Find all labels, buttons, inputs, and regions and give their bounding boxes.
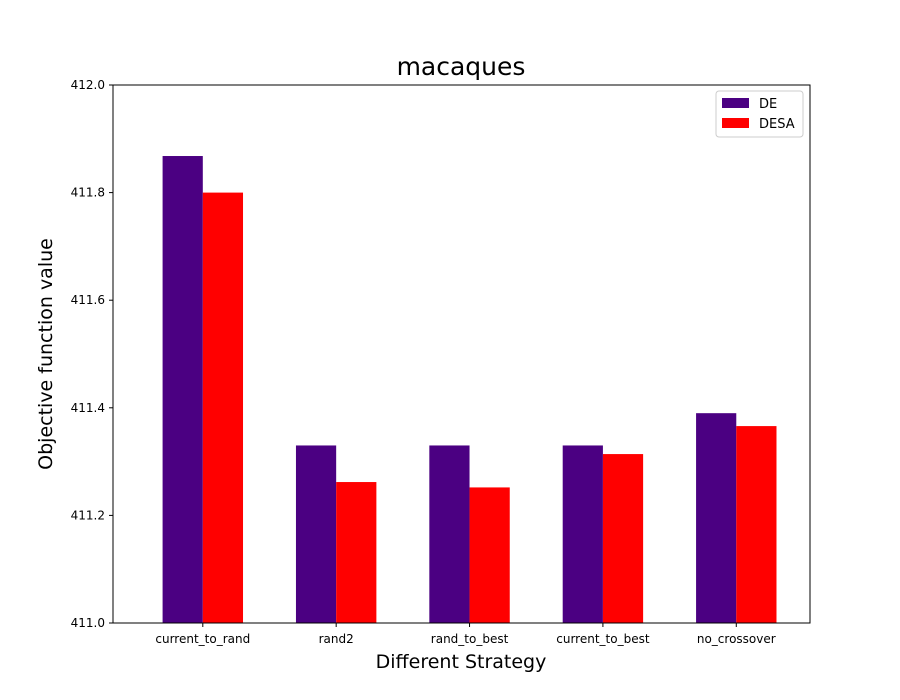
chart-title: macaques bbox=[397, 52, 526, 81]
legend-label-desa: DESA bbox=[759, 117, 795, 132]
bar-de-rand2 bbox=[295, 445, 337, 623]
bar-de-no_crossover bbox=[696, 413, 737, 623]
y-tick-label: 411.8 bbox=[71, 186, 105, 200]
x-tick-label: rand2 bbox=[319, 632, 354, 646]
bar-de-current_to_rand bbox=[162, 156, 203, 623]
x-tick-label: current_to_rand bbox=[155, 632, 250, 646]
x-tick-label: rand_to_best bbox=[431, 632, 509, 646]
x-axis: current_to_rand rand2 rand_to_best current_… bbox=[155, 623, 776, 646]
bar-de-rand_to_best bbox=[429, 445, 470, 623]
y-tick-label: 411.0 bbox=[71, 616, 105, 630]
x-tick-label: current_to_best bbox=[556, 632, 650, 646]
y-axis: 411.0 411.2 411.4 411.6 411.8 412.0 bbox=[71, 78, 113, 630]
legend-swatch-de bbox=[722, 98, 749, 108]
y-tick-label: 411.6 bbox=[71, 293, 105, 307]
legend-label-de: DE bbox=[759, 97, 777, 112]
bar-desa-rand_to_best bbox=[469, 487, 510, 623]
y-tick-label: 412.0 bbox=[71, 78, 105, 92]
y-axis-title: Objective function value bbox=[35, 238, 57, 470]
x-axis-title: Different Strategy bbox=[376, 651, 547, 673]
plot-area-frame bbox=[112, 84, 811, 624]
bar-de-current_to_best bbox=[562, 445, 603, 623]
y-tick-label: 411.4 bbox=[71, 401, 105, 415]
bar-desa-rand2 bbox=[336, 482, 377, 623]
legend-swatch-desa bbox=[722, 118, 749, 128]
bar-desa-no_crossover bbox=[736, 426, 777, 623]
bar-desa-current_to_best bbox=[602, 454, 644, 623]
legend: DE DESA bbox=[715, 90, 804, 138]
y-tick-label: 411.2 bbox=[71, 508, 105, 522]
bars-group bbox=[162, 156, 777, 623]
bar-desa-current_to_rand bbox=[202, 192, 244, 623]
x-tick-label: no_crossover bbox=[697, 632, 776, 646]
